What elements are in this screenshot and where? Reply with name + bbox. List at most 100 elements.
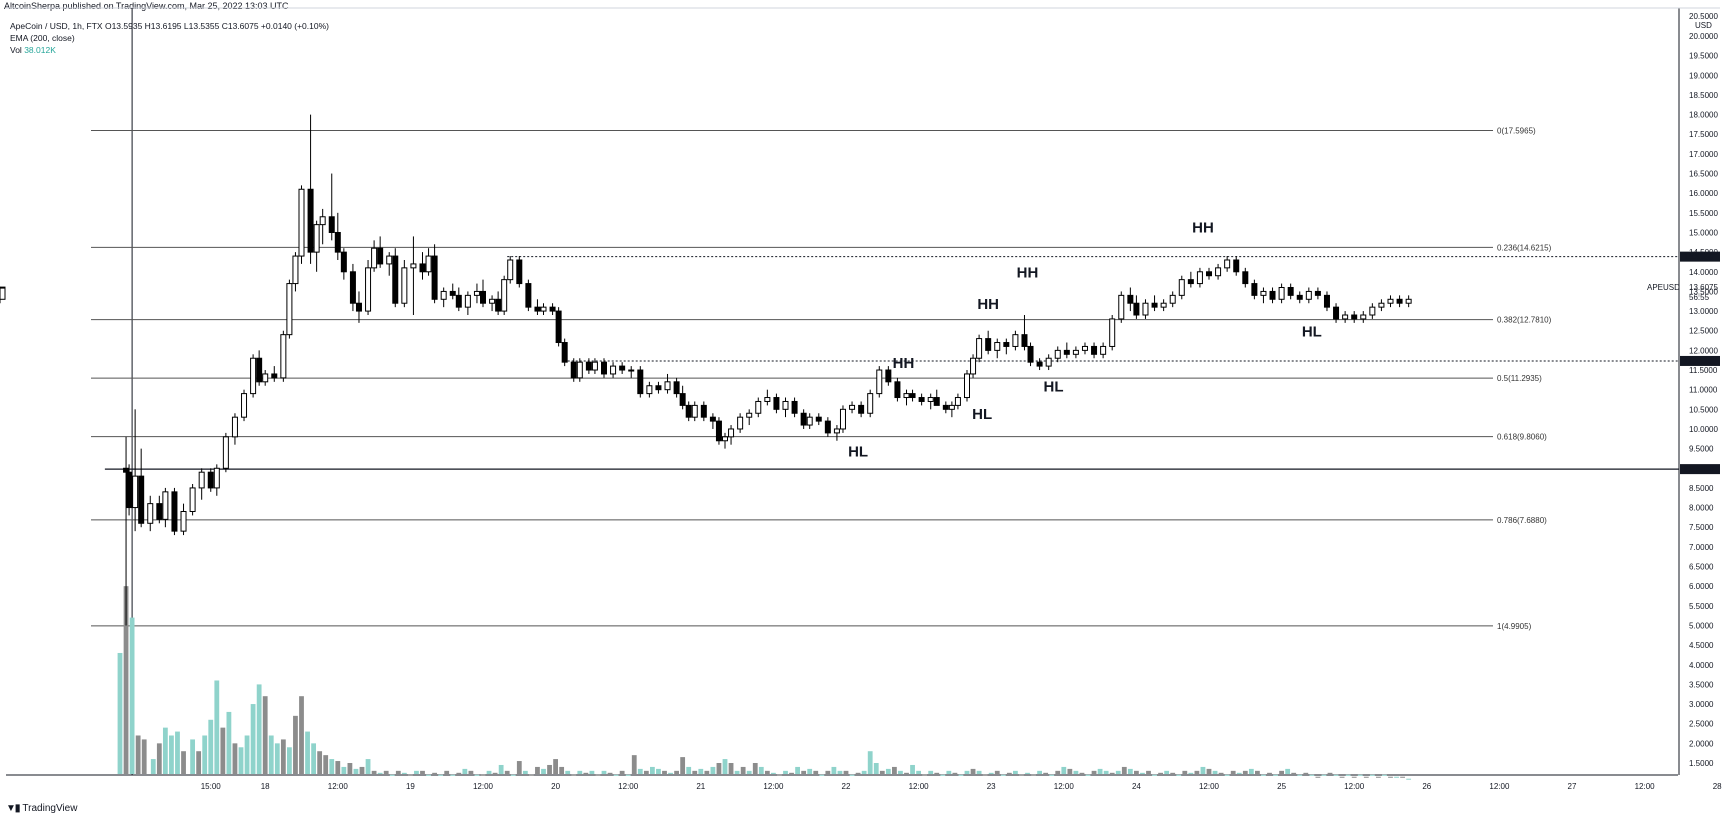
candle-body[interactable] bbox=[903, 393, 910, 399]
candle-body[interactable] bbox=[964, 373, 970, 399]
candle-body[interactable] bbox=[1118, 294, 1125, 320]
candle-body[interactable] bbox=[1196, 271, 1203, 285]
candle-body[interactable] bbox=[1387, 298, 1394, 304]
candle-body[interactable] bbox=[933, 397, 940, 406]
candle-body[interactable] bbox=[628, 369, 635, 372]
candle-body[interactable] bbox=[534, 306, 541, 312]
candle-body[interactable] bbox=[271, 373, 278, 379]
candle-body[interactable] bbox=[561, 342, 568, 363]
candle-body[interactable] bbox=[800, 412, 807, 426]
candle-body[interactable] bbox=[976, 338, 983, 359]
candle-body[interactable] bbox=[1233, 259, 1240, 273]
structure-annotation[interactable]: HL bbox=[1044, 379, 1064, 396]
candle-body[interactable] bbox=[1405, 298, 1412, 304]
candle-body[interactable] bbox=[576, 361, 583, 379]
candle-body[interactable] bbox=[480, 290, 486, 304]
candle-body[interactable] bbox=[1072, 349, 1079, 355]
candle-body[interactable] bbox=[685, 404, 692, 418]
candle-body[interactable] bbox=[250, 357, 257, 395]
structure-annotation[interactable]: HL bbox=[1302, 324, 1322, 341]
candle-body[interactable] bbox=[1003, 342, 1010, 347]
candle-body[interactable] bbox=[126, 471, 133, 509]
candle-body[interactable] bbox=[646, 385, 653, 395]
candle-body[interactable] bbox=[1360, 314, 1367, 320]
candle-body[interactable] bbox=[1091, 345, 1098, 355]
candle-body[interactable] bbox=[585, 361, 592, 371]
candle-body[interactable] bbox=[501, 279, 508, 312]
candle-body[interactable] bbox=[994, 342, 1001, 351]
candle-body[interactable] bbox=[507, 259, 514, 281]
candle-body[interactable] bbox=[349, 271, 356, 304]
candle-body[interactable] bbox=[755, 400, 762, 414]
candle-body[interactable] bbox=[1100, 345, 1107, 355]
candle-body[interactable] bbox=[1206, 271, 1212, 277]
candle-body[interactable] bbox=[549, 306, 556, 312]
candle-body[interactable] bbox=[839, 408, 846, 430]
candle-body[interactable] bbox=[570, 361, 577, 379]
candle-body[interactable] bbox=[540, 306, 547, 312]
candle-body[interactable] bbox=[1369, 306, 1376, 316]
candle-body[interactable] bbox=[679, 393, 686, 406]
candle-body[interactable] bbox=[319, 216, 326, 226]
candle-body[interactable] bbox=[1045, 357, 1052, 367]
candle-body[interactable] bbox=[867, 393, 874, 414]
candle-body[interactable] bbox=[833, 428, 840, 434]
candle-body[interactable] bbox=[162, 491, 169, 520]
candle-body[interactable] bbox=[1314, 290, 1321, 296]
candle-body[interactable] bbox=[885, 369, 892, 383]
candle-body[interactable] bbox=[213, 467, 220, 489]
candle-body[interactable] bbox=[948, 404, 955, 410]
candle-body[interactable] bbox=[1063, 349, 1070, 355]
candle-body[interactable] bbox=[1036, 361, 1043, 367]
structure-annotation[interactable]: HH bbox=[977, 296, 999, 313]
candle-body[interactable] bbox=[262, 373, 269, 383]
candle-body[interactable] bbox=[1378, 302, 1385, 308]
structure-annotation[interactable]: HL bbox=[972, 406, 992, 423]
candle-body[interactable] bbox=[849, 404, 856, 410]
candle-body[interactable] bbox=[292, 255, 299, 285]
candle-body[interactable] bbox=[365, 267, 372, 312]
candle-body[interactable] bbox=[1305, 290, 1312, 300]
candle-body[interactable] bbox=[298, 188, 305, 257]
candle-body[interactable] bbox=[410, 263, 417, 269]
structure-annotation[interactable]: HL bbox=[848, 443, 868, 460]
candle-body[interactable] bbox=[334, 231, 341, 253]
candle-body[interactable] bbox=[1342, 314, 1349, 320]
candle-body[interactable] bbox=[664, 381, 671, 391]
volume-indicator[interactable]: Vol 38.012K bbox=[10, 44, 329, 56]
candle-body[interactable] bbox=[927, 397, 934, 402]
candle-body[interactable] bbox=[591, 361, 598, 371]
candle-body[interactable] bbox=[619, 365, 626, 371]
candle-body[interactable] bbox=[256, 357, 263, 383]
candle-body[interactable] bbox=[876, 369, 883, 395]
candle-body[interactable] bbox=[1178, 279, 1185, 296]
candle-body[interactable] bbox=[419, 263, 426, 273]
candle-body[interactable] bbox=[340, 251, 347, 273]
candle-body[interactable] bbox=[673, 381, 680, 395]
candle-body[interactable] bbox=[1260, 290, 1267, 296]
candle-body[interactable] bbox=[1127, 294, 1134, 304]
candle-body[interactable] bbox=[489, 298, 496, 304]
candle-body[interactable] bbox=[328, 216, 335, 233]
candle-body[interactable] bbox=[198, 471, 205, 489]
candle-body[interactable] bbox=[555, 310, 562, 344]
candle-body[interactable] bbox=[1160, 302, 1167, 308]
candle-body[interactable] bbox=[655, 385, 662, 391]
candle-body[interactable] bbox=[700, 404, 707, 418]
candle-body[interactable] bbox=[1396, 298, 1403, 304]
candle-body[interactable] bbox=[815, 416, 822, 422]
candle-body[interactable] bbox=[313, 224, 320, 253]
tradingview-brand[interactable]: ▼▮ TradingView bbox=[6, 803, 77, 814]
candle-body[interactable] bbox=[473, 290, 480, 296]
candle-body[interactable] bbox=[371, 247, 378, 269]
candle-body[interactable] bbox=[1169, 294, 1176, 304]
candle-body[interactable] bbox=[1251, 283, 1258, 296]
candle-body[interactable] bbox=[207, 471, 214, 489]
candle-body[interactable] bbox=[782, 400, 789, 410]
candle-body[interactable] bbox=[449, 290, 456, 296]
candle-body[interactable] bbox=[0, 286, 6, 289]
candle-body[interactable] bbox=[773, 397, 780, 410]
candle-body[interactable] bbox=[610, 365, 617, 375]
candle-body[interactable] bbox=[464, 294, 471, 308]
candle-body[interactable] bbox=[709, 416, 716, 422]
